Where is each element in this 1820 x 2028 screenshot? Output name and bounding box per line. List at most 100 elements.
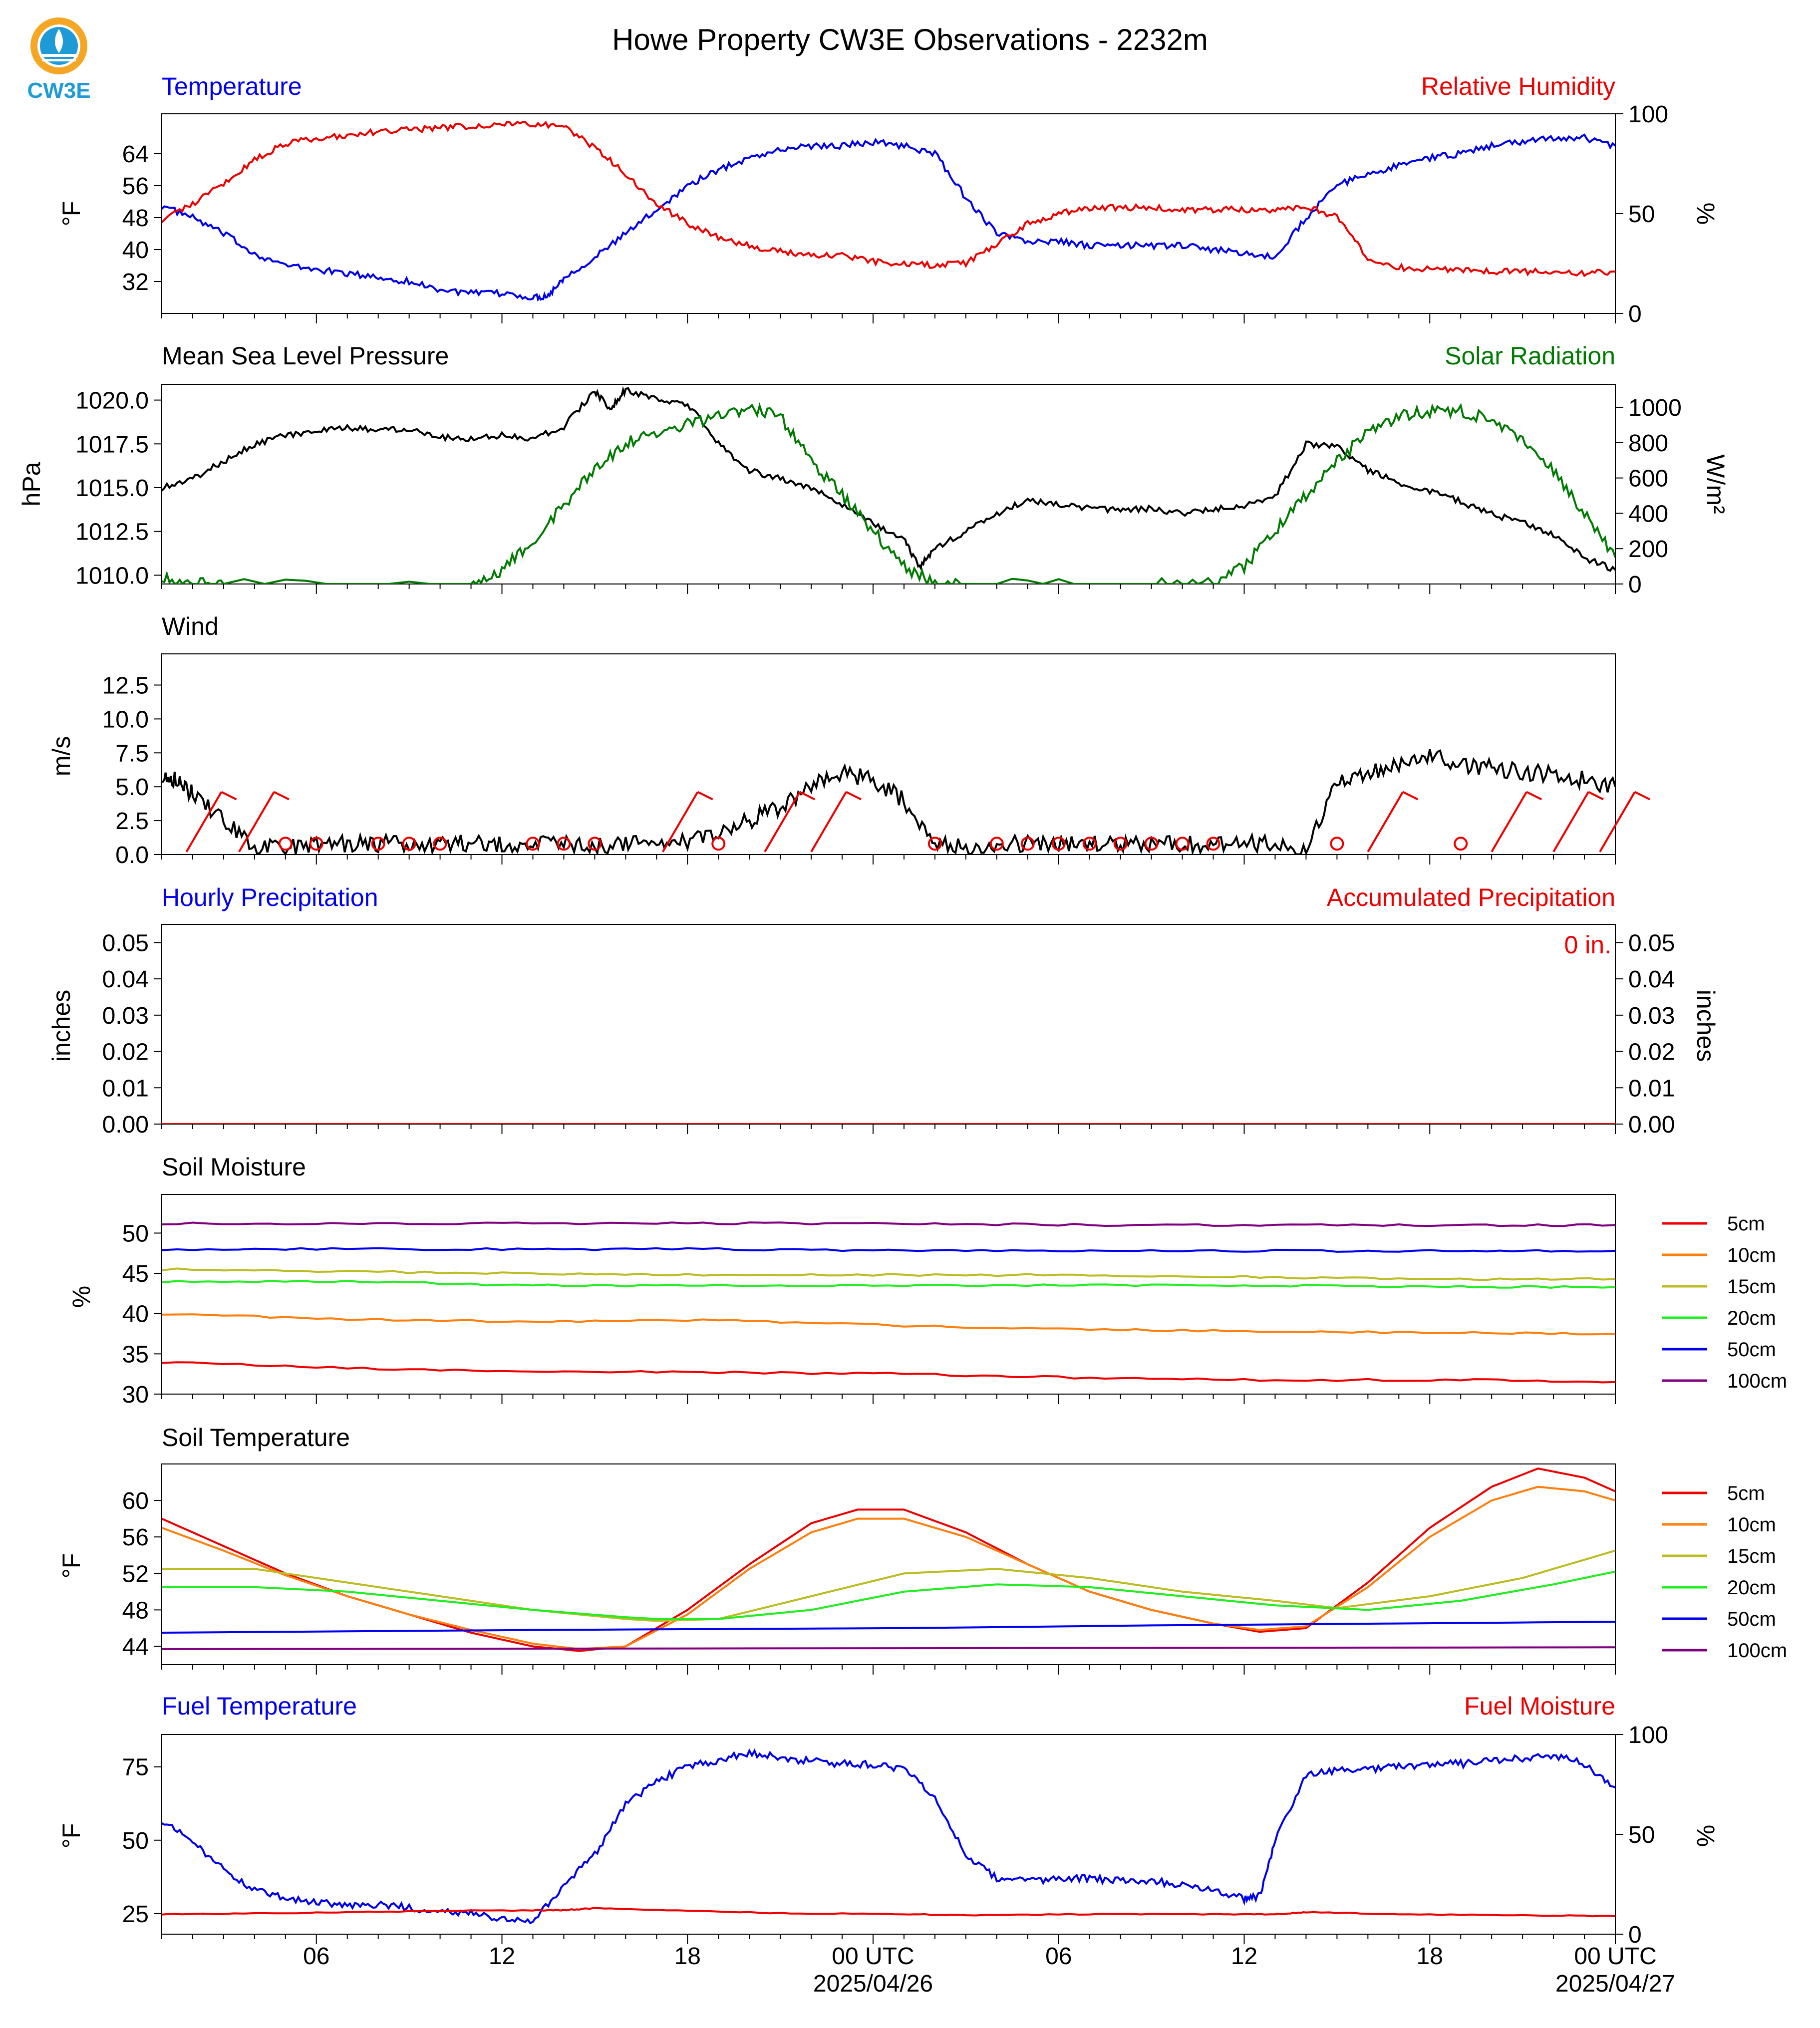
y-tick-label: 10.0 — [102, 706, 149, 733]
y2-tick-label: 400 — [1628, 501, 1668, 527]
y-tick-label: 0.05 — [102, 930, 149, 956]
wind-barb-flag — [221, 791, 237, 801]
title-right: Fuel Moisture — [1464, 1692, 1615, 1720]
ylabel-left: inches — [47, 990, 75, 1062]
title-right: Solar Radiation — [1445, 342, 1615, 370]
y-tick-label: 50 — [122, 1220, 149, 1247]
series-line-temperature — [162, 133, 1615, 302]
wind-barb-calm — [309, 837, 323, 851]
ylabel-right: % — [1692, 1825, 1720, 1847]
wind-barb-calm — [1051, 837, 1066, 851]
plot-frame — [161, 1463, 1616, 1665]
x-tick-label: 06 — [1045, 1943, 1072, 1970]
panel-fuel: Fuel Temperature Fuel Moisture °F % 25 50… — [57, 1692, 1720, 1948]
y-tick-label: 44 — [122, 1634, 149, 1660]
y-tick-label: 0.02 — [102, 1039, 149, 1066]
wind-barb-calm — [278, 837, 293, 851]
y-tick-label: 12.5 — [102, 672, 149, 699]
wind-barb-calm — [1330, 837, 1344, 851]
wind-barb-staff — [1491, 791, 1527, 853]
logo-ring — [30, 17, 87, 74]
y-tick-label: 40 — [122, 237, 149, 264]
series-line-15cm — [162, 1267, 1615, 1281]
page-title: Howe Property CW3E Observations - 2232m — [612, 23, 1208, 56]
series-line-20cm — [162, 1279, 1615, 1289]
y-tick-label: 0.03 — [102, 1003, 149, 1029]
y-tick-label: 75 — [122, 1754, 149, 1781]
x-tick-label: 18 — [1417, 1943, 1443, 1970]
plot-frame — [161, 384, 1616, 584]
y2-tick-label: 100 — [1628, 1722, 1668, 1748]
wind-barb-calm — [588, 837, 602, 851]
series-line-mean-sea-level-pressure — [162, 386, 1615, 572]
wind-barb-staff — [661, 791, 699, 853]
y2-tick-label: 0.05 — [1628, 930, 1675, 956]
y-tick-label: 2.5 — [115, 808, 149, 835]
panel-pressure-solar: Mean Sea Level Pressure Solar Radiation … — [17, 342, 1730, 598]
legend-label: 15cm — [1727, 1545, 1776, 1567]
y-tick-label: 5.0 — [115, 774, 149, 801]
wind-barb-staff — [764, 791, 801, 853]
wind-barb-flag — [1402, 791, 1419, 801]
series-line-10cm — [162, 1485, 1615, 1650]
y2-tick-label: 600 — [1628, 466, 1668, 492]
y-tick-label: 56 — [122, 1524, 149, 1551]
x-tick-label: 18 — [674, 1943, 701, 1970]
series-line-5cm — [162, 1361, 1615, 1384]
y-tick-label: 1020.0 — [75, 388, 149, 414]
y2-tick-label: 0.04 — [1628, 966, 1675, 993]
legend-label: 50cm — [1727, 1608, 1776, 1630]
legend-label: 20cm — [1727, 1307, 1776, 1329]
x-tick-label: 00 UTC — [832, 1943, 914, 1970]
wind-barb-calm — [1020, 837, 1035, 851]
ylabel-left: m/s — [47, 736, 75, 777]
y2-tick-label: 0 — [1628, 301, 1642, 327]
legend-label: 100cm — [1727, 1640, 1787, 1662]
legend-label: 15cm — [1727, 1276, 1776, 1298]
series-line-15cm — [162, 1549, 1615, 1622]
series-line-10cm — [162, 1313, 1615, 1336]
y-tick-label: 1017.5 — [75, 431, 149, 458]
ylabel-left: °F — [57, 201, 85, 227]
y-tick-label: 0.0 — [115, 842, 149, 869]
y-tick-label: 32 — [122, 269, 149, 295]
wind-barb-calm — [711, 837, 726, 851]
y-tick-label: 50 — [122, 1828, 149, 1854]
title-left: Fuel Temperature — [162, 1692, 357, 1720]
wind-barb-calm — [1082, 837, 1097, 851]
y2-tick-label: 0 — [1628, 1922, 1642, 1948]
wind-barb-calm — [433, 837, 447, 851]
series-line-100cm — [162, 1221, 1615, 1227]
series-line-wind-speed — [162, 749, 1615, 855]
plot-frame — [161, 1194, 1616, 1395]
wind-barb-staff — [185, 791, 223, 853]
y-tick-label: 45 — [122, 1261, 149, 1287]
wind-barb-staff — [1367, 791, 1404, 853]
legend-label: 20cm — [1727, 1577, 1776, 1599]
y2-tick-label: 0.02 — [1628, 1039, 1675, 1066]
wind-barb-calm — [1454, 837, 1468, 851]
series-line-solar-radiation — [162, 402, 1615, 584]
y-tick-label: 1012.5 — [75, 519, 149, 546]
x-date-label: 2025/04/26 — [813, 1971, 933, 1997]
y-tick-label: 35 — [122, 1341, 149, 1368]
wind-barb-staff — [1599, 791, 1636, 853]
series-line-fuel-moisture — [162, 1907, 1615, 1918]
wind-barb-staff — [810, 791, 847, 853]
wind-barb-flag — [799, 791, 816, 801]
x-tick-label: 06 — [303, 1943, 329, 1970]
y-tick-label: 7.5 — [115, 740, 149, 767]
y2-tick-label: 800 — [1628, 430, 1668, 457]
wind-barb-calm — [1144, 837, 1159, 851]
y-tick-label: 64 — [122, 141, 149, 168]
series-line-100cm — [162, 1646, 1615, 1650]
y2-tick-label: 1000 — [1628, 395, 1682, 421]
wind-barb-flag — [697, 791, 713, 801]
legend-label: 10cm — [1727, 1244, 1776, 1266]
wind-barb-flag — [1588, 791, 1604, 801]
wind-barb-calm — [371, 837, 385, 851]
y-tick-label: 48 — [122, 205, 149, 232]
ylabel-left: °F — [57, 1553, 85, 1579]
y-tick-label: 56 — [122, 173, 149, 200]
